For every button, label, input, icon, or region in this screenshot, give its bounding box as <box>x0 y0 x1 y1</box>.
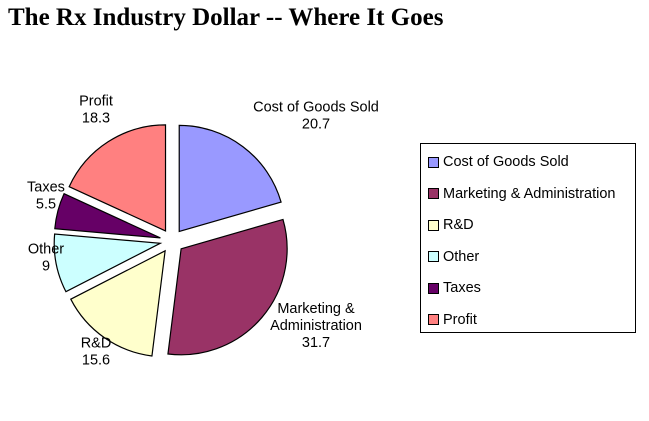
legend-swatch <box>428 282 439 294</box>
legend-item: Marketing & Administration <box>428 184 615 204</box>
legend-item: R&D <box>428 215 474 235</box>
slice-label: Taxes 5.5 <box>27 180 65 213</box>
legend-label: Taxes <box>443 280 481 296</box>
legend-item: Other <box>428 247 479 267</box>
legend-label: R&D <box>443 217 474 233</box>
legend-label: Other <box>443 248 480 265</box>
legend-label: Profit <box>443 311 477 328</box>
slice-labels: Cost of Goods Sold 20.7 Marketing & Adminis… <box>27 94 379 369</box>
pie-slices <box>53 124 288 357</box>
pie-slice-r-d <box>69 249 166 357</box>
slice-label: Marketing & Administration 31.7 <box>270 301 362 351</box>
legend-swatch <box>428 314 439 325</box>
legend-item: Cost of Goods Sold <box>428 152 569 172</box>
pie-slice-other <box>53 233 163 293</box>
legend-swatch <box>428 219 439 231</box>
legend-label: Cost of Goods Sold <box>443 154 569 170</box>
legend-item: Taxes <box>428 278 481 298</box>
pie-slice-cost-of-goods-sold <box>178 124 282 233</box>
slice-label: Profit 18.3 <box>79 94 113 127</box>
chart-legend: Cost of Goods Sold Marketing & Administra… <box>420 143 636 333</box>
slice-label: R&D 15.6 <box>81 336 112 369</box>
slice-label: Cost of Goods Sold 20.7 <box>253 100 379 133</box>
pie-slice-taxes <box>54 192 161 239</box>
legend-swatch <box>428 188 439 199</box>
legend-swatch <box>428 156 439 168</box>
legend-label: Marketing & Administration <box>443 185 616 202</box>
chart-title: The Rx Industry Dollar -- Where It Goes <box>8 4 444 31</box>
pie-slice-profit <box>68 124 167 232</box>
slice-label: Other 9 <box>28 242 64 275</box>
legend-item: Profit <box>428 310 477 330</box>
legend-swatch <box>428 251 439 262</box>
pie-slice-marketing-administration <box>167 218 288 356</box>
